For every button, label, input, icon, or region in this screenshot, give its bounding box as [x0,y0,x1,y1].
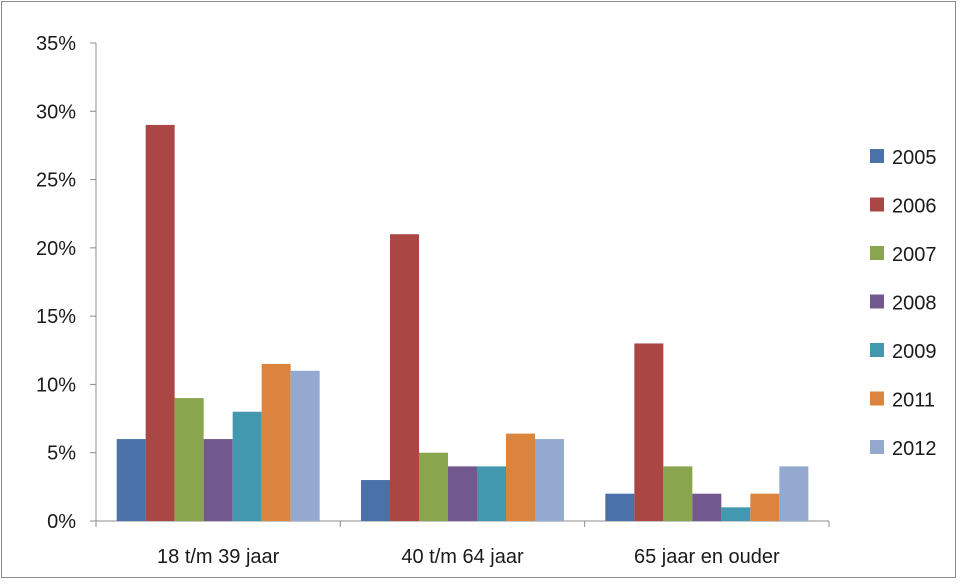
legend-swatch [870,197,884,212]
bar-2008-2 [448,466,477,521]
bar-2006-1 [145,124,175,521]
bar-2007-1 [174,398,204,521]
bar-2008-3 [692,493,722,521]
legend-label: 2007 [892,244,937,266]
y-tick-label: 10% [36,374,76,396]
x-tick-label: 65 jaar en ouder [634,546,780,568]
legend-label: 2006 [892,196,937,218]
bar-2005-2 [361,480,390,521]
legend-swatch [870,440,884,454]
bar-2012-1 [290,370,320,521]
bar-2005-3 [605,493,635,521]
legend-swatch [870,246,884,260]
legend-swatch [870,391,884,406]
bars [116,124,809,521]
y-tick-label: 25% [36,170,76,192]
legend: 2005 2006 2007 2008 2009 2011 2012 [870,147,937,460]
y-tick-label: 0% [47,511,76,533]
bar-2009-1 [232,411,262,521]
y-tick-label: 20% [36,238,76,260]
y-axis: 0% 5% 10% 15% 20% 25% 30% 35% [36,33,97,533]
bar-2009-3 [721,507,751,521]
bar-2006-2 [390,234,419,521]
legend-swatch [870,343,884,357]
y-tick-label: 5% [47,443,76,465]
y-tick-label: 35% [36,33,76,55]
x-axis: 18 t/m 39 jaar 40 t/m 64 jaar 65 jaar en o… [95,520,830,568]
y-tick-label: 30% [36,101,76,123]
bar-2005-1 [116,439,146,521]
x-tick-label: 40 t/m 64 jaar [401,546,524,568]
bar-2011-1 [261,363,291,521]
bar-2008-1 [203,439,233,521]
bar-2007-3 [663,466,693,521]
bar-2012-2 [535,439,564,521]
bar-2011-2 [506,433,535,521]
bar-2011-3 [750,493,780,521]
bar-2006-3 [634,343,664,521]
legend-label: 2009 [892,341,937,363]
legend-label: 2008 [892,293,937,315]
legend-swatch [870,294,884,309]
legend-label: 2011 [892,390,935,412]
bar-2012-3 [779,466,809,521]
x-tick-label: 18 t/m 39 jaar [157,546,280,568]
legend-label: 2005 [892,147,937,169]
bar-2007-2 [419,452,448,521]
legend-label: 2012 [892,438,937,460]
legend-swatch [870,149,884,163]
bar-2009-2 [477,466,506,521]
y-tick-label: 15% [36,306,76,328]
